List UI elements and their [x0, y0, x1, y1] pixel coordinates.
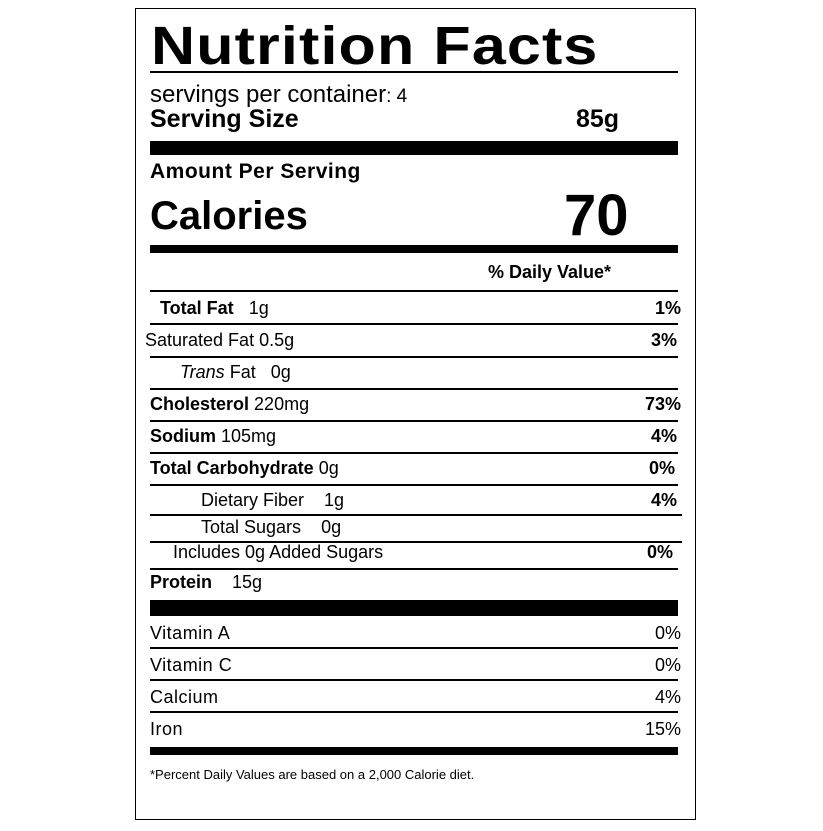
servings-value: : 4: [386, 86, 408, 107]
total-fat-row: Total Fat 1g: [160, 298, 269, 319]
divider: [150, 484, 678, 486]
trans-fat-label: Fat: [229, 362, 256, 382]
vitamin-c-label: Vitamin C: [150, 655, 233, 675]
divider: [150, 452, 678, 454]
trans-fat-amount: 0g: [270, 362, 291, 382]
cholesterol-label: Cholesterol: [150, 394, 250, 414]
added-sugars-label: Includes 0g Added Sugars: [173, 542, 384, 562]
bottom-thick-rule: [150, 747, 678, 755]
protein-label: Protein: [150, 572, 213, 592]
divider: [150, 514, 682, 516]
vitamin-c-dv: 0%: [654, 655, 681, 675]
iron-label: Iron: [150, 719, 184, 739]
total-sugars-amount: 0g: [321, 517, 342, 537]
total-sugars-label: Total Sugars: [201, 517, 302, 537]
total-carb-row: Total Carbohydrate 0g: [150, 458, 339, 479]
saturated-fat-label: Saturated Fat 0.5g: [145, 330, 295, 350]
divider: [150, 323, 678, 325]
dietary-fiber-amount: 1g: [324, 490, 345, 510]
vitamin-a-dv: 0%: [654, 623, 681, 643]
serving-size-label: Serving Size: [150, 105, 299, 133]
sodium-row: Sodium 105mg: [150, 426, 276, 447]
divider: [150, 420, 678, 422]
divider: [150, 711, 678, 713]
vitamin-a-label: Vitamin A: [150, 623, 231, 643]
trans-fat-row: Trans Fat 0g: [180, 362, 291, 383]
divider: [150, 541, 682, 543]
saturated-fat-dv: 3%: [650, 330, 677, 350]
dietary-fiber-label: Dietary Fiber: [201, 490, 305, 510]
divider: [150, 356, 678, 358]
trans-fat-italic: Trans: [180, 362, 225, 382]
serving-thick-rule: [150, 141, 678, 155]
total-carb-label: Total Carbohydrate: [150, 458, 314, 478]
total-fat-amount: 1g: [248, 298, 269, 318]
calories-thick-rule: [150, 245, 678, 253]
title-rule: [150, 71, 678, 73]
nutrition-facts-label: Nutrition Facts servings per container: …: [135, 8, 696, 820]
total-fat-dv: 1%: [654, 298, 681, 318]
calories-value: 70: [564, 183, 629, 248]
divider: [150, 388, 678, 390]
servings-per-container: servings per container: 4: [150, 81, 407, 109]
protein-thick-rule: [150, 600, 678, 616]
protein-row: Protein 15g: [150, 572, 262, 593]
footnote: *Percent Daily Values are based on a 2,0…: [150, 767, 475, 782]
added-sugars-dv: 0%: [646, 542, 673, 562]
cholesterol-row: Cholesterol 220mg: [150, 394, 309, 415]
iron-dv: 15%: [644, 719, 681, 739]
daily-value-header: % Daily Value*: [488, 262, 612, 282]
total-fat-label: Total Fat: [160, 298, 234, 318]
sodium-dv: 4%: [650, 426, 677, 446]
sodium-label: Sodium: [150, 426, 216, 446]
total-carb-dv: 0%: [648, 458, 675, 478]
cholesterol-amount: 220mg: [254, 394, 310, 414]
amount-per-serving: Amount Per Serving: [150, 160, 361, 183]
divider: [150, 679, 678, 681]
calcium-dv: 4%: [654, 687, 681, 707]
label-title: Nutrition Facts: [151, 16, 599, 76]
protein-amount: 15g: [232, 572, 263, 592]
divider: [150, 568, 678, 570]
dietary-fiber-dv: 4%: [650, 490, 677, 510]
divider: [150, 647, 678, 649]
servings-label: servings per container: [150, 81, 387, 108]
calories-label: Calories: [150, 194, 308, 238]
dietary-fiber-row: Dietary Fiber 1g: [201, 490, 344, 511]
divider: [150, 290, 678, 292]
serving-size-value: 85g: [576, 105, 620, 133]
calcium-label: Calcium: [150, 687, 219, 707]
total-sugars-row: Total Sugars 0g: [201, 517, 341, 538]
sodium-amount: 105mg: [221, 426, 277, 446]
cholesterol-dv: 73%: [644, 394, 681, 414]
total-carb-amount: 0g: [318, 458, 339, 478]
